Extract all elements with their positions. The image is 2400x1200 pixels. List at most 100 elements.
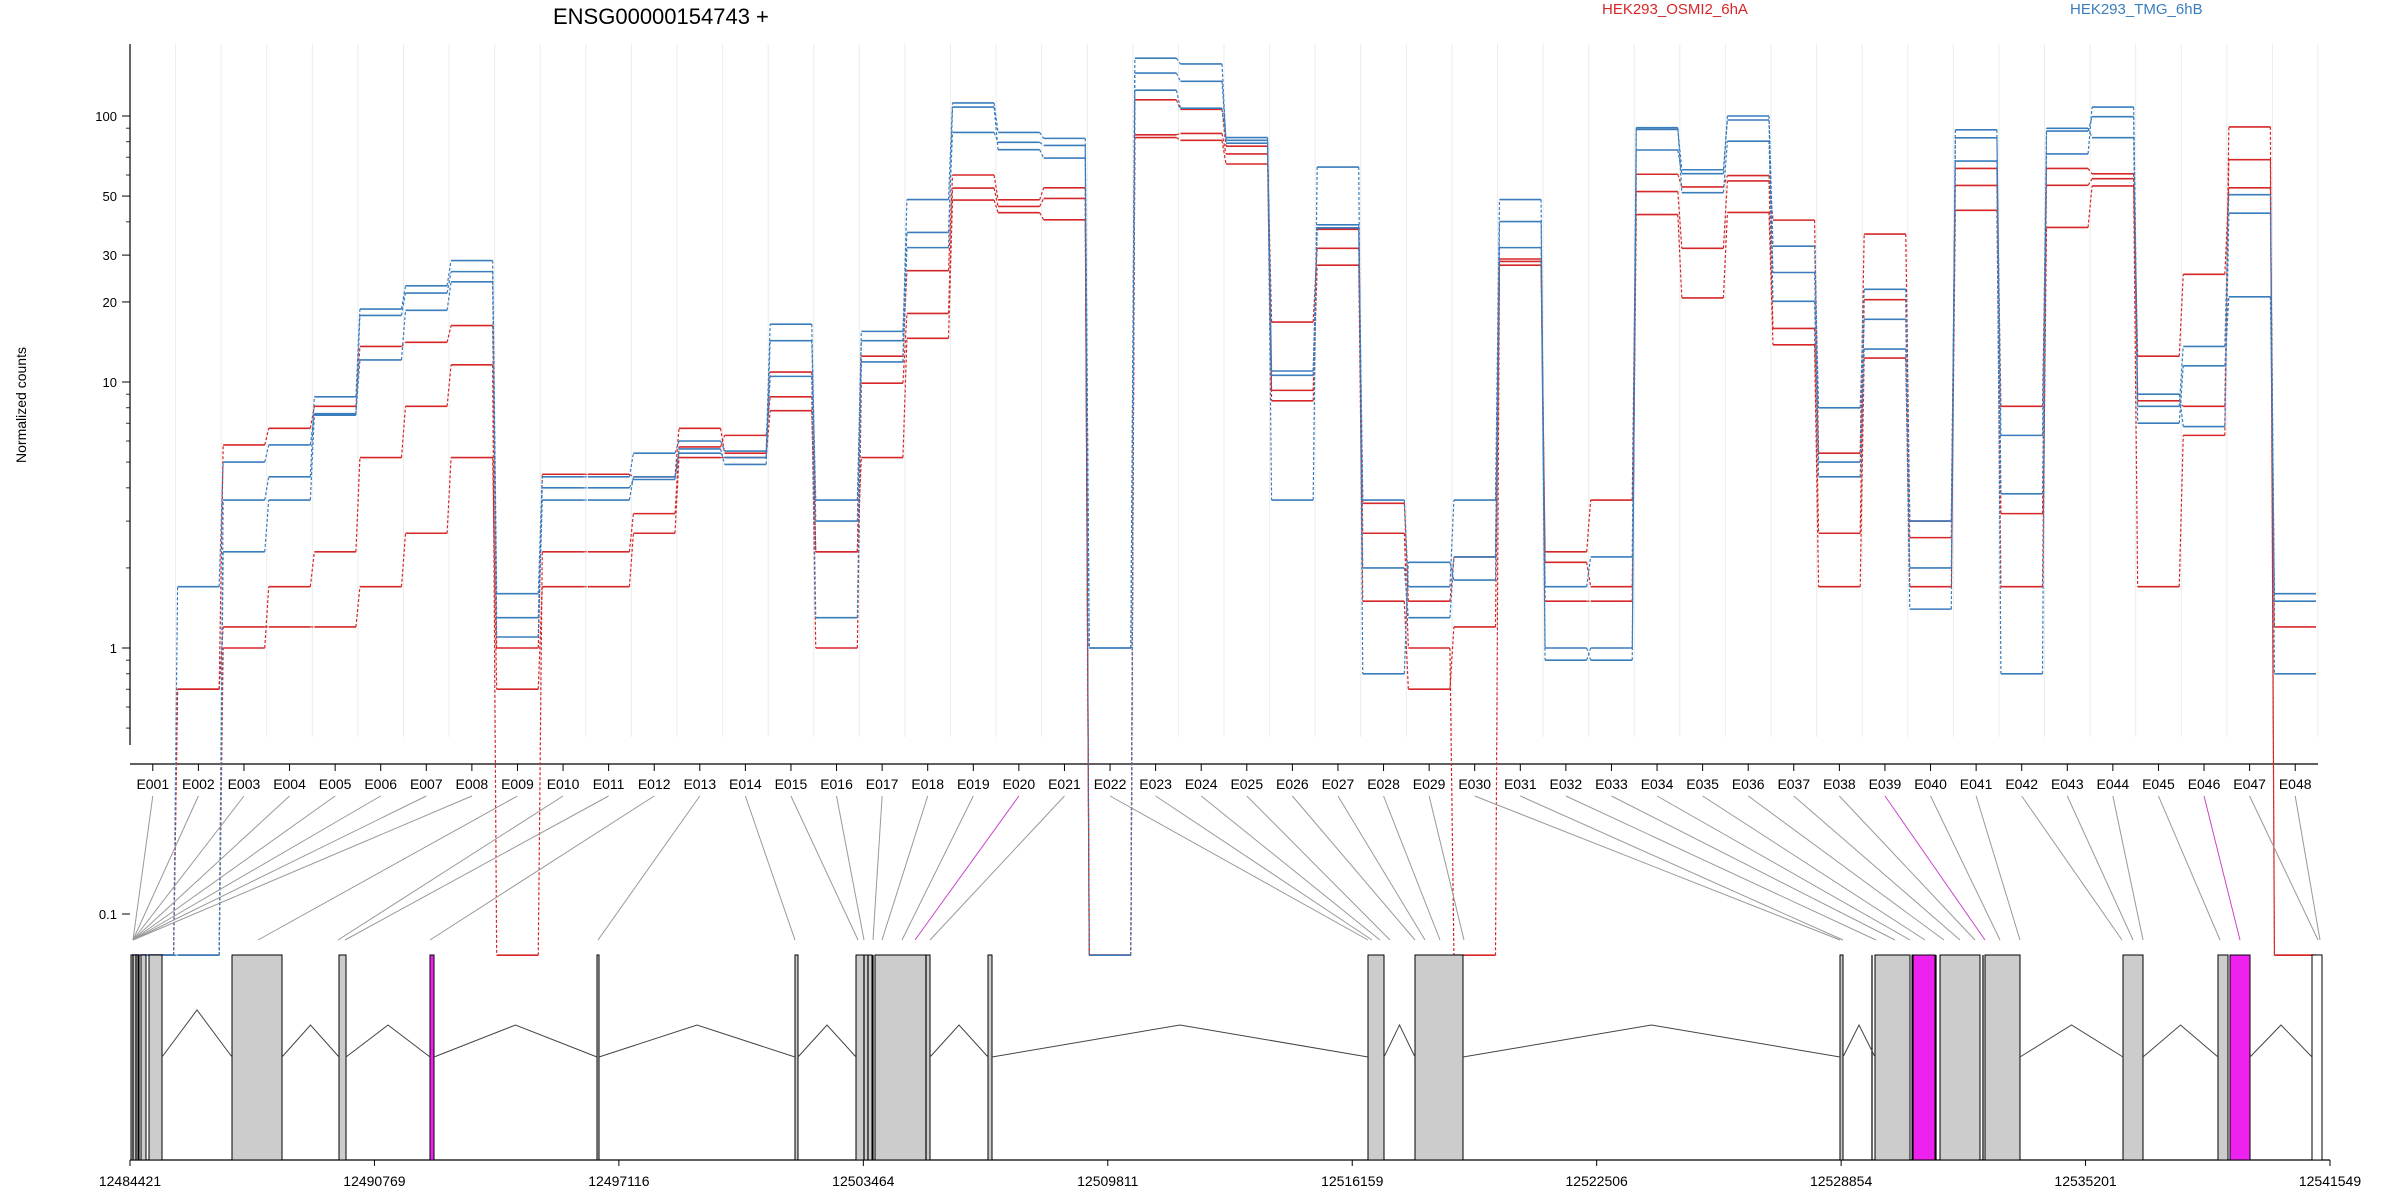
exon-box — [140, 954, 147, 1161]
exon-label: E021 — [1048, 776, 1081, 792]
exon-box — [2229, 954, 2251, 1161]
series-join — [674, 457, 680, 534]
series-join — [1722, 180, 1729, 249]
y-axis: 0.1 1 10 20 30 50 100 — [95, 44, 131, 922]
coord-label: 12541549 — [2299, 1173, 2362, 1189]
series-join — [856, 361, 862, 618]
exon-box — [1414, 954, 1464, 1161]
exon-label: E036 — [1732, 776, 1765, 792]
connector-line — [2112, 795, 2144, 941]
connector-line — [132, 795, 154, 941]
series-join — [309, 396, 315, 477]
series-join — [218, 462, 224, 587]
series-join — [537, 487, 543, 618]
series-join — [1722, 212, 1729, 298]
exon-box — [1984, 954, 2021, 1161]
connector-line — [929, 795, 1065, 941]
connector-line — [1200, 795, 1381, 941]
exon-label: E045 — [2142, 776, 2175, 792]
series-join — [1176, 137, 1181, 141]
series-line — [132, 89, 2316, 957]
series-join — [2178, 365, 2184, 424]
exon-label: E015 — [775, 776, 808, 792]
series-join — [264, 499, 270, 552]
series-join — [1403, 562, 1409, 674]
series-join — [309, 415, 315, 501]
series-join — [1586, 556, 1592, 587]
exon-box — [1367, 954, 1385, 1161]
exon-label: E032 — [1550, 776, 1583, 792]
series-join — [1905, 349, 1911, 610]
y-axis-label: Normalized counts — [13, 347, 29, 463]
series-join — [628, 476, 635, 501]
gene-model-track — [130, 954, 2330, 1161]
legend-entry-osmi2: HEK293_OSMI2_6hA — [1602, 1, 1748, 18]
series-join — [1449, 556, 1455, 602]
series-join — [2178, 274, 2184, 357]
coord-label: 12484421 — [99, 1173, 162, 1189]
intron-line — [1462, 1024, 1841, 1058]
series-join — [1996, 129, 2002, 494]
series-join — [856, 457, 862, 552]
exon-box — [148, 954, 163, 1161]
genomic-coordinate-axis: 12484421 12490769 12497116 12503464 12509811… — [99, 1160, 2362, 1189]
series-join — [1905, 358, 1911, 587]
series-join — [1449, 499, 1455, 587]
series-join — [1403, 503, 1409, 602]
series-join — [537, 500, 543, 638]
coord-label: 12509811 — [1077, 1173, 1138, 1189]
series-join — [902, 247, 908, 362]
exon-label: E024 — [1185, 776, 1218, 792]
intron-line — [1383, 1023, 1416, 1058]
connector-line — [1428, 795, 1465, 941]
connector-line — [1702, 795, 1926, 941]
series-join — [1039, 187, 1045, 201]
exon-label: E019 — [957, 776, 990, 792]
exon-box — [1939, 954, 1981, 1161]
series-join — [1266, 137, 1273, 501]
exon-label: E029 — [1413, 776, 1446, 792]
chart-title: ENSG00000154743 + — [553, 4, 769, 29]
exon-label: E010 — [547, 776, 580, 792]
series-join — [1039, 149, 1045, 159]
series-join — [264, 444, 270, 463]
exon-box — [1839, 954, 1844, 1161]
intron-line — [598, 1024, 796, 1058]
vertical-gridlines — [129, 44, 2319, 737]
series-join — [400, 406, 407, 458]
series-join — [492, 260, 498, 594]
connector-line — [2021, 795, 2123, 941]
series-join — [1950, 129, 1956, 568]
exon-label: E044 — [2097, 776, 2130, 792]
connector-line — [1337, 795, 1426, 941]
exon-box — [1874, 954, 1911, 1161]
series-join — [1449, 556, 1455, 618]
series-join — [1586, 499, 1592, 552]
connector-line — [872, 795, 883, 941]
connector-line — [1839, 795, 1976, 941]
intron-line — [929, 1024, 989, 1058]
series-join — [400, 285, 407, 310]
connector-line — [132, 795, 336, 941]
series-join — [1631, 150, 1637, 649]
series-join — [720, 440, 726, 452]
connector-line — [1246, 795, 1391, 941]
series-join — [1358, 167, 1364, 674]
exon-label: E035 — [1686, 776, 1719, 792]
coord-label: 12535201 — [2054, 1173, 2117, 1189]
series-join — [537, 476, 543, 594]
exon-box — [2311, 954, 2323, 1161]
connector-line — [2249, 795, 2319, 941]
coord-label: 12497116 — [588, 1173, 649, 1189]
connector-line — [744, 795, 796, 941]
series-join — [993, 199, 999, 213]
connector-line — [901, 795, 974, 941]
exon-box — [987, 954, 993, 1161]
intron-line — [281, 1024, 340, 1058]
coord-label: 12503464 — [832, 1173, 895, 1189]
series-join — [674, 453, 680, 477]
exon-label: E026 — [1276, 776, 1309, 792]
y-tick-label: 50 — [103, 189, 117, 204]
series-join — [1494, 247, 1501, 581]
series-join — [1039, 212, 1045, 221]
